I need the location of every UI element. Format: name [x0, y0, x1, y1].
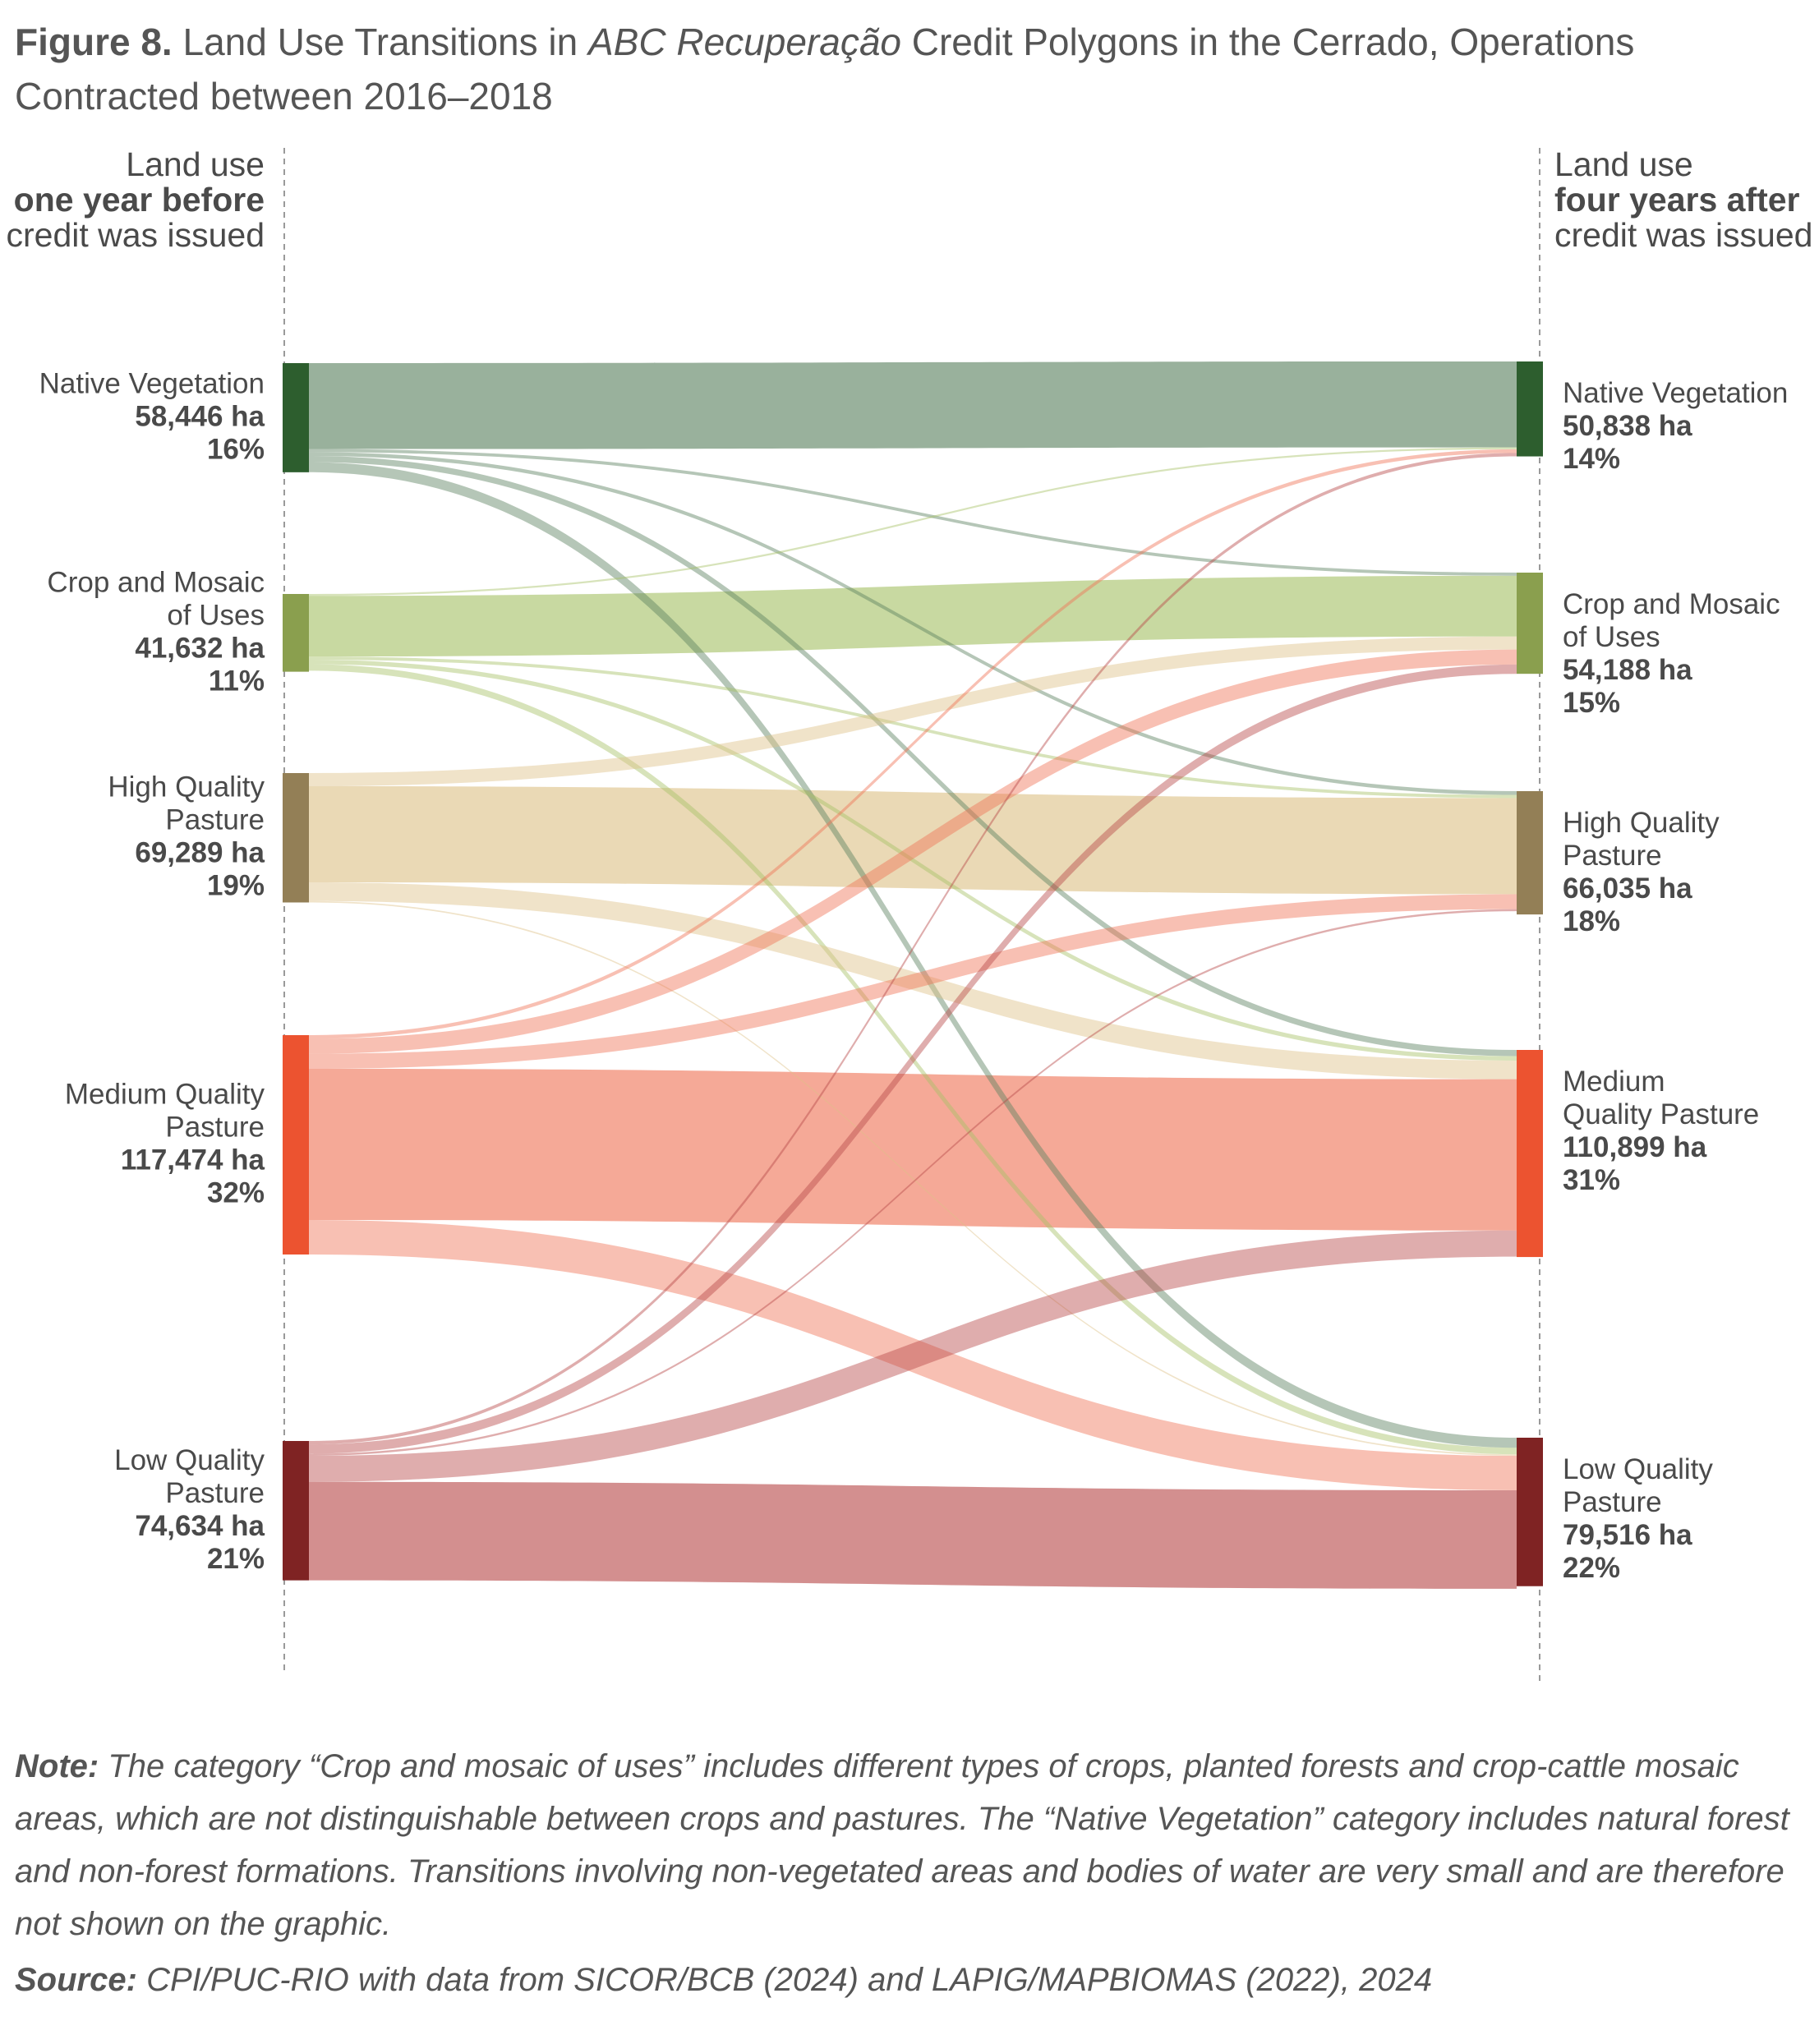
right-label-mq-line-2: Quality Pasture: [1563, 1098, 1759, 1130]
flow-nv-to-mq: [309, 455, 1517, 1057]
flow-lq-to-mq: [309, 1230, 1517, 1482]
right-label-hq-line-1: High Quality: [1563, 807, 1720, 839]
left-label-hq-line-3: 69,289 ha: [135, 837, 265, 869]
right-label-crop-line-4: 15%: [1563, 687, 1620, 719]
right-node-bar-hq: [1517, 791, 1543, 915]
title-post: Credit Polygons in the Cerrado, Operatio…: [15, 21, 1635, 117]
left-node-bar-crop: [283, 594, 309, 672]
left-label-crop-line-2: of Uses: [167, 599, 265, 631]
left-node-bar-nv: [283, 363, 309, 472]
right-label-lq-line-2: Pasture: [1563, 1486, 1662, 1518]
flow-links: [309, 361, 1517, 1589]
left-label-crop-line-1: Crop and Mosaic: [47, 566, 265, 598]
right-label-mq-line-4: 31%: [1563, 1164, 1620, 1196]
right-label-crop-line-3: 54,188 ha: [1563, 654, 1692, 686]
flow-hq-to-hq: [309, 785, 1517, 895]
left-label-crop-line-4: 11%: [209, 665, 265, 697]
node-bars: [283, 361, 1543, 1586]
flow-lq-to-nv: [309, 453, 1517, 1445]
right-label-mq-line-3: 110,899 ha: [1563, 1131, 1707, 1163]
right-node-bar-nv: [1517, 361, 1543, 457]
right-header-line-3: credit was issued: [1554, 216, 1812, 254]
left-node-bar-lq: [283, 1441, 309, 1581]
left-header-line-2: one year before: [14, 181, 265, 219]
right-node-bar-lq: [1517, 1438, 1543, 1586]
right-label-crop-line-1: Crop and Mosaic: [1563, 588, 1780, 620]
source: Source: CPI/PUC-RIO with data from SICOR…: [15, 1954, 1806, 2006]
left-node-bar-mq: [283, 1035, 309, 1255]
right-label-nv-line-3: 14%: [1563, 443, 1620, 475]
figure-label: Figure 8.: [15, 21, 173, 63]
left-label-nv-line-2: 58,446 ha: [135, 400, 265, 432]
figure-title: Figure 8. Land Use Transitions in ABC Re…: [15, 15, 1798, 123]
flow-crop-to-nv: [309, 447, 1517, 596]
sankey-chart: Land use one year before credit was issu…: [7, 145, 1812, 1683]
left-label-mq-line-1: Medium Quality: [65, 1079, 265, 1111]
flow-mq-to-hq: [309, 894, 1517, 1069]
right-label-lq-line-1: Low Quality: [1563, 1453, 1713, 1485]
flow-hq-to-mq: [309, 882, 1517, 1080]
flow-lq-to-lq: [309, 1481, 1517, 1589]
source-text: CPI/PUC-RIO with data from SICOR/BCB (20…: [146, 1962, 1433, 1998]
flow-crop-to-hq: [309, 656, 1517, 799]
left-label-nv-line-3: 16%: [207, 433, 265, 465]
right-header-line-2: four years after: [1554, 181, 1800, 219]
flow-nv-to-nv: [309, 361, 1517, 449]
right-label-crop-line-2: of Uses: [1563, 621, 1660, 653]
flow-crop-to-crop: [309, 575, 1517, 657]
flow-nv-to-hq: [309, 452, 1517, 795]
left-label-crop-line-3: 41,632 ha: [135, 632, 265, 664]
left-label-lq-line-2: Pasture: [165, 1477, 265, 1509]
title-pre: Land Use Transitions in: [182, 21, 588, 63]
flow-nv-to-crop: [309, 449, 1517, 576]
flow-hq-to-crop: [309, 636, 1517, 786]
right-label-hq-line-2: Pasture: [1563, 840, 1662, 872]
flow-lq-to-crop: [309, 664, 1517, 1454]
left-label-nv-line-1: Native Vegetation: [39, 367, 265, 399]
flow-mq-to-crop: [309, 649, 1517, 1054]
left-label-lq-line-4: 21%: [207, 1543, 265, 1575]
left-label-mq-line-2: Pasture: [165, 1112, 265, 1144]
right-label-hq-line-3: 66,035 ha: [1563, 872, 1692, 905]
right-label-mq-line-1: Medium: [1563, 1066, 1665, 1098]
flow-hq-to-lq: [309, 900, 1517, 1457]
left-label-hq-line-1: High Quality: [108, 771, 265, 803]
left-label-hq-line-4: 19%: [207, 870, 265, 902]
flow-crop-to-mq: [309, 660, 1517, 1061]
left-header-line-1: Land use: [126, 145, 265, 183]
right-label-lq-line-3: 79,516 ha: [1563, 1519, 1692, 1551]
right-label-nv-line-2: 50,838 ha: [1563, 410, 1692, 442]
left-node-bar-hq: [283, 773, 309, 903]
right-node-bar-mq: [1517, 1050, 1543, 1258]
right-label-lq-line-4: 22%: [1563, 1552, 1620, 1584]
right-label-hq-line-4: 18%: [1563, 905, 1620, 937]
left-label-mq-line-3: 117,474 ha: [121, 1144, 265, 1176]
right-header-line-1: Land use: [1554, 145, 1693, 183]
title-italic: ABC Recuperação: [588, 21, 901, 63]
flow-nv-to-lq: [309, 462, 1517, 1448]
note-text: The category “Crop and mosaic of uses” i…: [15, 1748, 1789, 1942]
right-node-bar-crop: [1517, 573, 1543, 674]
note: Note: The category “Crop and mosaic of u…: [15, 1740, 1806, 1950]
source-label: Source:: [15, 1962, 137, 1998]
note-label: Note:: [15, 1748, 99, 1784]
flow-crop-to-lq: [309, 664, 1517, 1455]
flow-mq-to-lq: [309, 1220, 1517, 1491]
right-label-nv-line-1: Native Vegetation: [1563, 377, 1788, 409]
left-label-hq-line-2: Pasture: [165, 804, 265, 836]
flow-mq-to-nv: [309, 449, 1517, 1039]
flow-lq-to-hq: [309, 909, 1517, 1456]
left-label-mq-line-4: 32%: [207, 1177, 265, 1209]
left-header-line-3: credit was issued: [7, 216, 265, 254]
left-label-lq-line-1: Low Quality: [114, 1444, 265, 1476]
flow-mq-to-mq: [309, 1068, 1517, 1231]
left-label-lq-line-3: 74,634 ha: [135, 1510, 265, 1542]
